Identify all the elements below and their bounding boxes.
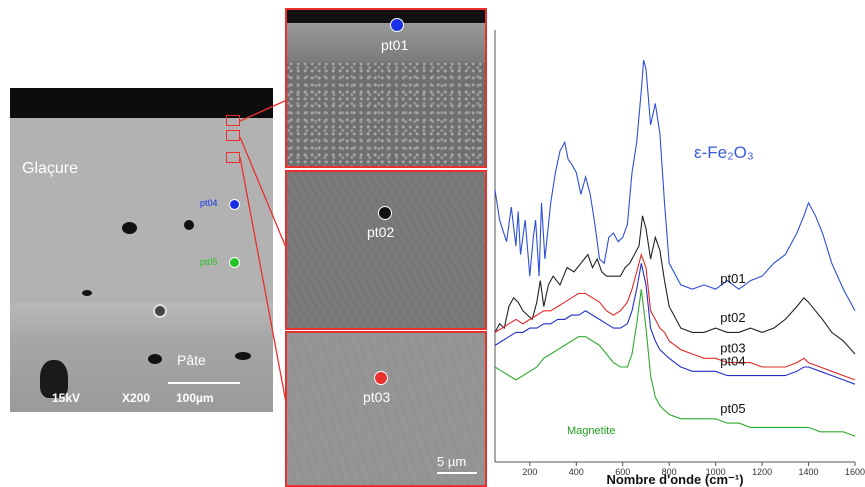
panel-scale-bar <box>437 472 477 474</box>
x-tick-label: 200 <box>522 467 537 477</box>
zoom-box-pt01 <box>226 115 240 126</box>
pt01-marker <box>390 18 404 32</box>
x-tick-label: 400 <box>569 467 584 477</box>
sem-pore <box>122 222 137 234</box>
pt03-marker <box>374 371 388 385</box>
sem-magnification: X200 <box>122 391 151 405</box>
series-line-pt03 <box>494 252 856 381</box>
sem-scale-label: 100µm <box>176 391 214 405</box>
zoom-panel-pt01: pt01 <box>285 8 487 168</box>
x-tick-label: 1000 <box>706 467 726 477</box>
panel-scale-label: 5 µm <box>437 454 467 469</box>
series-line-pt04 <box>494 263 856 385</box>
x-tick-label: 800 <box>662 467 677 477</box>
x-tick-label: 600 <box>615 467 630 477</box>
sem-pore <box>82 290 92 296</box>
sem-pore <box>148 354 162 364</box>
zoom-panel-pt03: pt03 5 µm <box>285 331 487 487</box>
series-lines <box>494 60 856 437</box>
pt05-marker <box>229 257 240 268</box>
label-glacure: Glaçure <box>22 160 79 177</box>
x-tick-label: 1200 <box>752 467 772 477</box>
pt05-label: pt05 <box>200 257 218 267</box>
panel-surface-band <box>287 23 485 63</box>
x-ticks: 200 400 600 800 1000 1200 1400 1600 <box>522 462 865 477</box>
sem-overview-image: Glaçure Pâte 15kV X200 100µm pt04 pt05 <box>10 88 273 412</box>
sem-inclusion <box>40 360 68 398</box>
sem-scale-bar <box>168 382 240 384</box>
pt02-marker <box>378 206 392 220</box>
pt02-label: pt02 <box>367 224 395 240</box>
x-axis-label: Nombre d'onde (cm⁻¹) <box>606 472 743 487</box>
sem-voltage: 15kV <box>52 391 81 405</box>
annotation-efe2o3: ε-Fe₂O₃ <box>694 143 754 162</box>
pt03-label: pt03 <box>363 389 391 405</box>
series-label-pt03: pt03 <box>720 340 745 355</box>
sem-top-band <box>10 88 273 118</box>
pt04-marker <box>229 199 240 210</box>
x-tick-label: 1600 <box>845 467 865 477</box>
zoom-box-pt02 <box>226 130 240 141</box>
series-line-pt02 <box>494 215 856 355</box>
raman-spectra-chart: 200 400 600 800 1000 1200 1400 1600 Nombre d'on… <box>494 30 865 487</box>
x-tick-label: 1400 <box>799 467 819 477</box>
series-label-pt02: pt02 <box>720 310 745 325</box>
series-label-pt01: pt01 <box>720 271 745 286</box>
sem-pore <box>235 352 251 360</box>
plot-area <box>495 30 855 462</box>
series-line-pt05 <box>494 289 856 437</box>
series-line-pt01 <box>494 60 856 312</box>
label-pate: Pâte <box>177 352 206 368</box>
pt01-label: pt01 <box>381 37 409 53</box>
zoom-panel-pt02: pt02 <box>285 170 487 330</box>
panel-dark-band <box>287 10 485 23</box>
sem-particle <box>153 304 167 318</box>
sem-pore <box>184 220 194 230</box>
annotation-magnetite: Magnetite <box>567 425 615 437</box>
series-label-pt04: pt04 <box>720 353 745 368</box>
pt04-label: pt04 <box>200 198 218 208</box>
series-label-pt05: pt05 <box>720 401 745 416</box>
